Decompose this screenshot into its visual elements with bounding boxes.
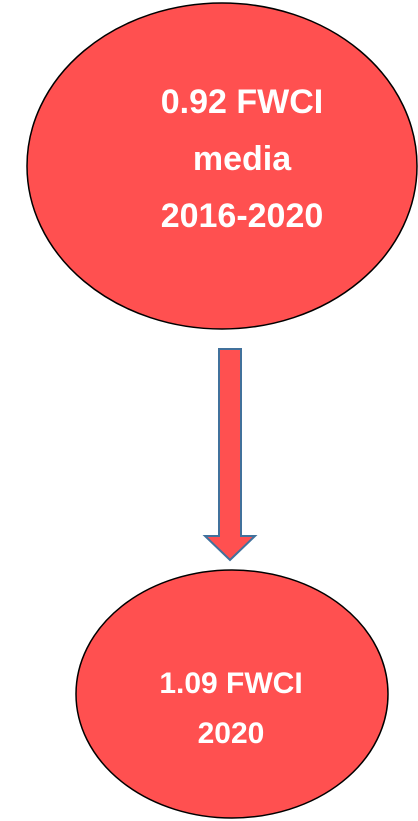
node-text: 2016-2020 xyxy=(161,197,324,235)
node-text: media xyxy=(193,140,292,178)
top-ellipse xyxy=(26,2,418,330)
arrow xyxy=(202,348,258,562)
node-text: 2020 xyxy=(198,717,265,750)
bottom-ellipse xyxy=(75,569,389,819)
node-text: 0.92 FWCI xyxy=(161,83,323,121)
node-text: 1.09 FWCI xyxy=(159,667,302,700)
